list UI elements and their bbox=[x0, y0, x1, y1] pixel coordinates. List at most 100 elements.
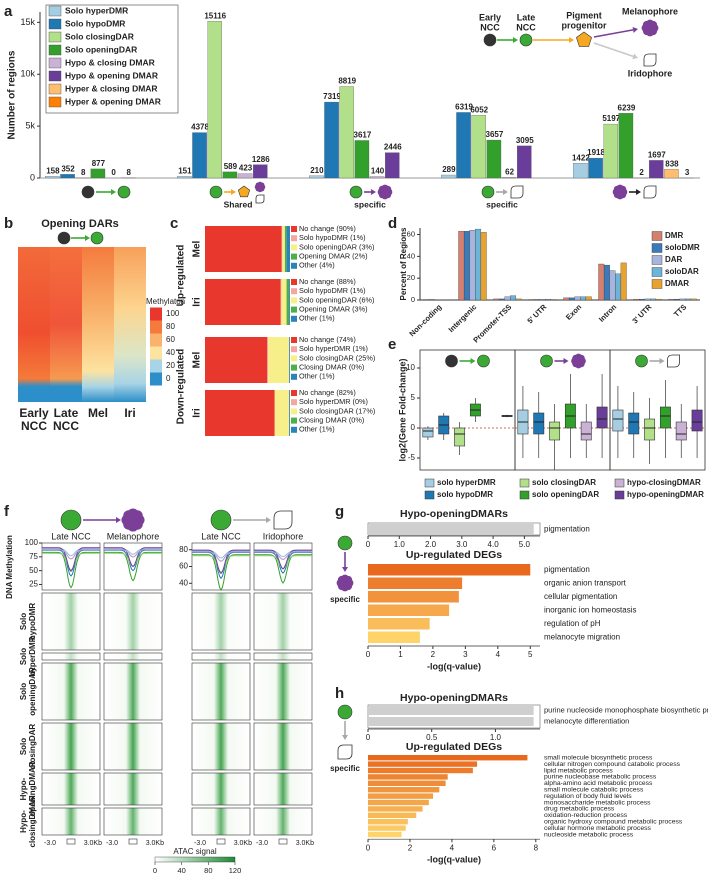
legend-swatch bbox=[291, 337, 297, 343]
icon-blob bbox=[644, 22, 656, 34]
stack-segment bbox=[284, 226, 287, 272]
stack-segment bbox=[205, 337, 268, 383]
signal-heatmap bbox=[253, 722, 313, 771]
legend-swatch bbox=[48, 96, 62, 108]
signal-heatmap bbox=[191, 807, 251, 836]
icon-leaf bbox=[255, 194, 265, 204]
legend-box bbox=[45, 4, 179, 114]
bar bbox=[192, 132, 207, 179]
legend-label: DAR bbox=[665, 255, 683, 264]
row-label: Solo bbox=[19, 738, 28, 755]
icon-arrowhead bbox=[116, 517, 121, 523]
legend-label: Other (1%) bbox=[299, 314, 335, 323]
box-body bbox=[454, 427, 466, 447]
bar bbox=[368, 755, 528, 761]
icon-circle bbox=[477, 354, 490, 368]
value-label: 8819 bbox=[338, 77, 356, 86]
profile-curve bbox=[192, 549, 250, 575]
node-label: Pigment bbox=[566, 10, 602, 20]
signal-heatmap bbox=[41, 772, 101, 806]
signal-heatmap bbox=[41, 807, 101, 836]
value-label: 6052 bbox=[470, 105, 488, 114]
colorbar-tick-label: 80 bbox=[166, 322, 175, 331]
colorbar-tick-label: 60 bbox=[166, 335, 175, 344]
stack-segment bbox=[268, 337, 290, 383]
legend-swatch bbox=[48, 18, 62, 30]
profile-curve bbox=[42, 551, 100, 589]
stack-segment bbox=[289, 279, 290, 325]
x-tick-label: Exon bbox=[564, 302, 584, 322]
x-tick-label: 3.0 bbox=[456, 540, 468, 549]
icon-arrowhead bbox=[266, 517, 271, 523]
legend-swatch bbox=[291, 373, 297, 380]
value-label: 210 bbox=[310, 166, 324, 175]
row-label: Solo bbox=[19, 683, 28, 700]
signal-heatmap bbox=[191, 592, 251, 651]
bar bbox=[368, 812, 417, 818]
value-label: 4378 bbox=[191, 123, 209, 132]
profile-curve bbox=[254, 551, 312, 561]
x-tick-label: 5.0 bbox=[519, 540, 531, 549]
column-label: Iri bbox=[124, 406, 135, 420]
icon-circle bbox=[209, 185, 223, 199]
bar bbox=[618, 113, 634, 179]
x-tick-label: 1 bbox=[398, 650, 403, 659]
bar bbox=[222, 171, 238, 179]
x-tick-label: specific bbox=[486, 199, 518, 209]
x-tick-label: 0 bbox=[366, 540, 371, 549]
signal-heatmap bbox=[191, 662, 251, 721]
column-label: Late bbox=[54, 406, 79, 420]
y-tick-label: 25 bbox=[29, 580, 38, 589]
colorbar-tick-label: 0 bbox=[166, 374, 171, 383]
icon-arrow bbox=[593, 29, 634, 38]
icon-label: specific bbox=[330, 764, 360, 773]
legend-label: Hyper & closing DMAR bbox=[65, 83, 158, 93]
row-label: Hypo- bbox=[19, 777, 28, 800]
stack-segment bbox=[267, 337, 269, 383]
stack-segment bbox=[205, 226, 282, 272]
facet-frame bbox=[609, 349, 706, 471]
legend-label: Solo openingDAR (6%) bbox=[299, 295, 374, 304]
row-label: Solo bbox=[19, 613, 28, 630]
icon-circle bbox=[349, 185, 363, 199]
colorbar-tick-label: 100 bbox=[166, 309, 180, 318]
legend-label: Solo hyperDMR (1%) bbox=[299, 344, 368, 353]
colorbar-tick-label: 120 bbox=[229, 866, 242, 875]
legend-swatch bbox=[291, 417, 297, 424]
y-axis-label: Percent of Regions bbox=[399, 227, 408, 300]
profile-curve bbox=[104, 549, 162, 558]
legend-label: DMR bbox=[665, 231, 683, 240]
y-axis-label: Number of regions bbox=[7, 50, 18, 139]
box-body bbox=[549, 421, 561, 441]
legend-label: Other (1%) bbox=[299, 425, 335, 434]
stack-segment bbox=[281, 226, 283, 272]
icon-arrowhead bbox=[503, 189, 508, 195]
column-title: Melanophore bbox=[107, 531, 160, 541]
bar bbox=[655, 298, 662, 301]
legend-swatch bbox=[48, 31, 62, 43]
x-tick-label: 2.0 bbox=[425, 540, 437, 549]
category-label: alpha-amino acid metabolic process bbox=[544, 780, 653, 787]
bar bbox=[458, 231, 465, 301]
stack-segment bbox=[286, 279, 290, 325]
x-tick-label: 3' UTR bbox=[630, 302, 653, 325]
box-body bbox=[612, 409, 624, 432]
bar bbox=[368, 780, 446, 786]
icon-leaf bbox=[337, 744, 353, 760]
profile-curve bbox=[192, 550, 250, 559]
value-label: 2 bbox=[639, 168, 644, 177]
value-label: 5197 bbox=[602, 114, 620, 123]
bar bbox=[368, 819, 408, 825]
stack-segment bbox=[281, 279, 287, 325]
bar bbox=[90, 168, 106, 179]
icon-arrowhead bbox=[513, 37, 518, 43]
bar bbox=[615, 273, 622, 301]
legend-swatch bbox=[48, 44, 62, 56]
x-tick-label: 3.0Kb bbox=[296, 840, 314, 847]
node-label: Iridophore bbox=[628, 68, 673, 78]
bar bbox=[177, 176, 192, 179]
block-label: Mel bbox=[192, 240, 203, 257]
bar bbox=[385, 152, 400, 179]
x-tick-label: 4 bbox=[496, 650, 501, 659]
x-tick-label: -3.0 bbox=[194, 840, 206, 847]
